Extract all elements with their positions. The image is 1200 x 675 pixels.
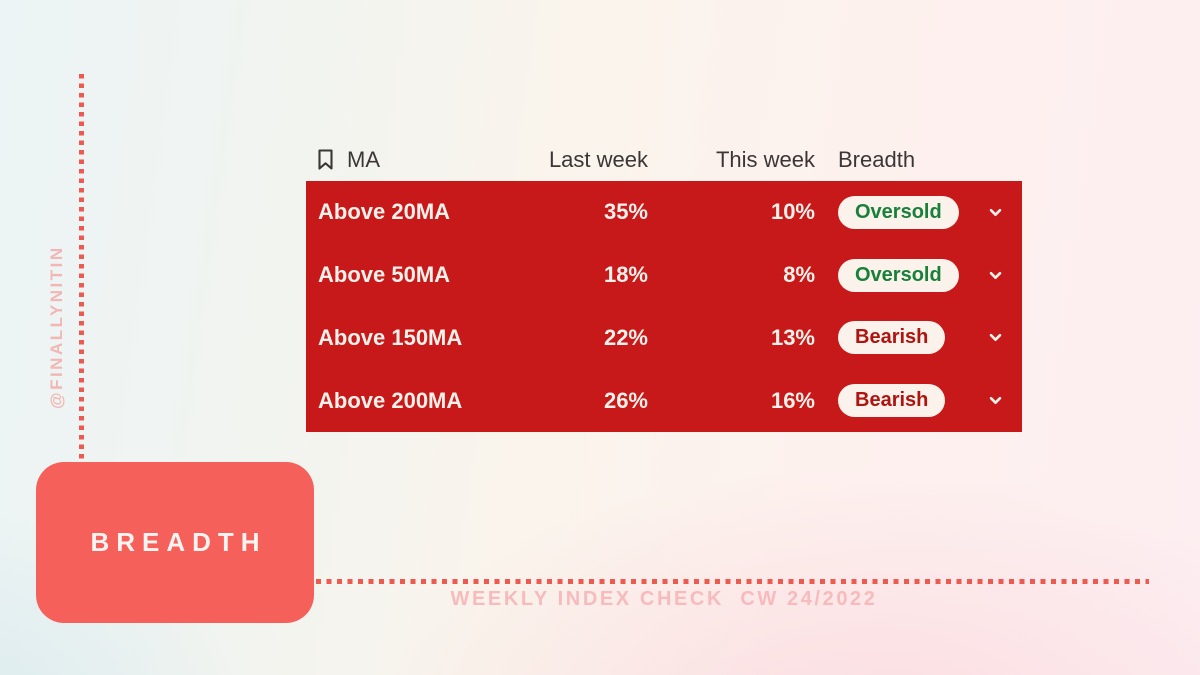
breadth-status-badge[interactable]: Bearish: [838, 384, 946, 418]
vertical-dotted-line: [79, 74, 84, 463]
breadth-cell: Oversold: [815, 195, 1022, 229]
column-header-breadth: Breadth: [838, 146, 916, 172]
watermark-handle: @FINALLYNITIN: [47, 245, 66, 409]
this-week-cell: 13%: [770, 324, 815, 350]
ma-cell: Above 50MA: [318, 262, 451, 288]
last-week-cell: 35%: [603, 199, 648, 225]
breadth-cell: Bearish: [815, 384, 1022, 418]
breadth-cell: Bearish: [815, 321, 1022, 355]
column-header-ma-label: MA: [347, 146, 380, 172]
chevron-down-icon[interactable]: [987, 329, 1004, 346]
last-week-cell: 18%: [603, 262, 648, 288]
breadth-table: Above 20MA 35% 10% Oversold Above 50MA 1…: [306, 181, 1022, 432]
last-week-cell: 22%: [603, 324, 648, 350]
horizontal-dotted-line: [316, 579, 1149, 584]
column-header-ma: MA: [306, 147, 536, 173]
table-row: Above 150MA 22% 13% Bearish: [306, 307, 1022, 370]
table-row: Above 50MA 18% 8% Oversold: [306, 244, 1022, 307]
column-header-last-week: Last week: [548, 146, 648, 172]
footer-caption: WEEKLY INDEX CHECK CW 24/2022: [450, 588, 878, 610]
table-row: Above 200MA 26% 16% Bearish: [306, 369, 1022, 432]
column-header-this-week: This week: [715, 146, 815, 172]
breadth-status-badge[interactable]: Oversold: [838, 195, 959, 229]
ma-cell: Above 200MA: [318, 387, 463, 413]
table-row: Above 20MA 35% 10% Oversold: [306, 181, 1022, 244]
breadth-label-card: BREADTH: [36, 462, 314, 623]
bookmark-icon[interactable]: [315, 148, 336, 171]
this-week-cell: 10%: [770, 199, 815, 225]
last-week-cell: 26%: [603, 387, 648, 413]
this-week-cell: 16%: [770, 387, 815, 413]
chevron-down-icon[interactable]: [987, 267, 1004, 284]
this-week-cell: 8%: [783, 262, 815, 288]
chevron-down-icon[interactable]: [987, 204, 1004, 221]
table-header-row: MA Last week This week Breadth: [306, 138, 1022, 181]
breadth-status-badge[interactable]: Bearish: [838, 321, 946, 355]
chevron-down-icon[interactable]: [987, 392, 1004, 409]
breadth-label: BREADTH: [90, 527, 267, 557]
breadth-cell: Oversold: [815, 258, 1022, 292]
breadth-status-badge[interactable]: Oversold: [838, 258, 959, 292]
ma-cell: Above 20MA: [318, 199, 451, 225]
ma-cell: Above 150MA: [318, 324, 463, 350]
